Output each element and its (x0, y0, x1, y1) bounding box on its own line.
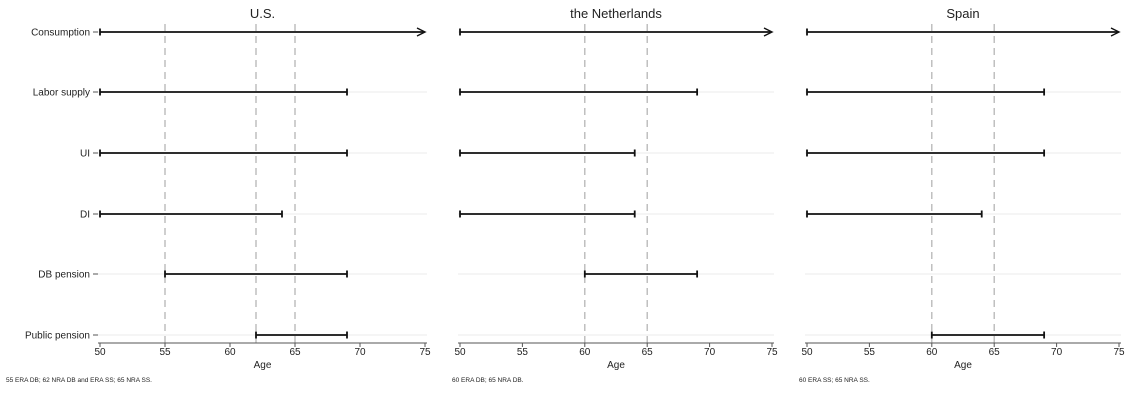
panel-3-note: 60 ERA SS; 65 NRA SS. (799, 377, 870, 384)
panel-2-range-consumption-arrowhead (763, 27, 774, 37)
panel-1-title: U.S. (250, 6, 275, 21)
panel-1-x-tick-label: 60 (224, 347, 236, 358)
panel-3-x-tick-label: 65 (989, 347, 1001, 358)
panel-3-x-tick-label: 75 (1113, 347, 1125, 358)
panel-1-x-tick-label: 50 (94, 347, 106, 358)
panel-3-x-tick-label: 55 (864, 347, 876, 358)
row-label-consumption: Consumption (31, 28, 90, 39)
panel-3-range-consumption-arrowhead (1110, 27, 1121, 37)
panel-2-title: the Netherlands (570, 6, 662, 21)
panel-3-x-tick-label: 60 (926, 347, 938, 358)
panel-1-range-consumption-arrowhead (416, 27, 427, 37)
panel-2-x-tick-label: 65 (642, 347, 654, 358)
panel-2-x-tick-label: 60 (579, 347, 591, 358)
panel-1-x-tick-label: 65 (289, 347, 301, 358)
panel-3-title: Spain (946, 6, 979, 21)
row-label-db-pension: DB pension (38, 270, 90, 281)
panel-2-x-axis-label: Age (607, 360, 625, 371)
panel-1-x-tick-label: 70 (354, 347, 366, 358)
row-label-di: DI (80, 210, 90, 221)
panel-3-x-tick-label: 50 (801, 347, 813, 358)
panel-1-x-axis-label: Age (254, 360, 272, 371)
panel-1-note: 55 ERA DB; 62 NRA DB and ERA SS; 65 NRA … (6, 377, 152, 384)
panel-3-x-tick-label: 70 (1051, 347, 1063, 358)
row-label-labor-supply: Labor supply (33, 88, 90, 99)
panel-2-x-tick-label: 75 (766, 347, 778, 358)
panel-2-x-tick-label: 55 (517, 347, 529, 358)
panel-2-x-tick-label: 70 (704, 347, 716, 358)
panel-1-x-tick-label: 75 (419, 347, 431, 358)
panel-2-note: 60 ERA DB; 65 NRA DB. (452, 377, 524, 384)
row-label-public-pension: Public pension (25, 331, 90, 342)
panel-3-x-axis-label: Age (954, 360, 972, 371)
row-label-ui: UI (80, 149, 90, 160)
panel-2-x-tick-label: 50 (454, 347, 466, 358)
panel-1-x-tick-label: 55 (159, 347, 171, 358)
